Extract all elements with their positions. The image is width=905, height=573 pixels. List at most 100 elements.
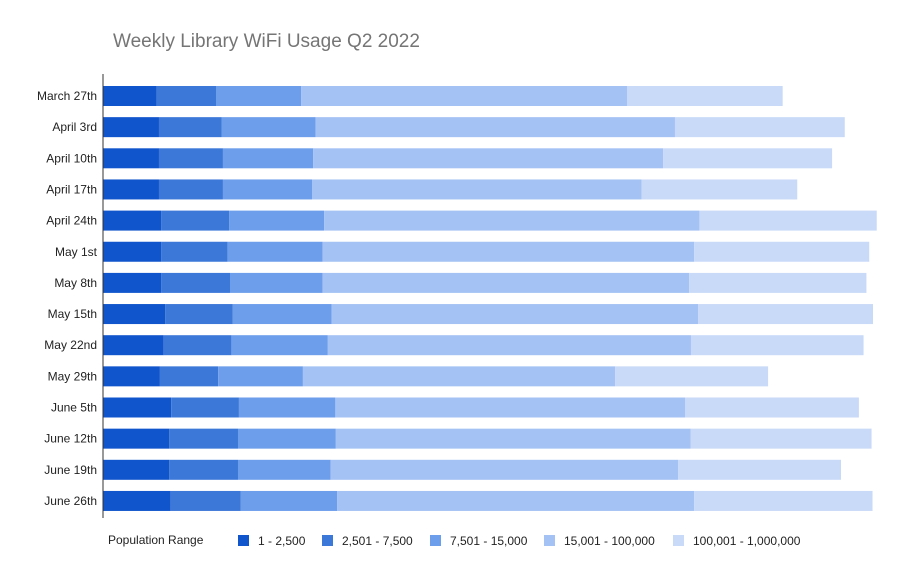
y-tick-label: June 26th: [44, 494, 97, 508]
bar-segment-7-2: [161, 272, 230, 293]
bar-segment-9-4: [327, 335, 691, 356]
bar-segment-12-2: [169, 428, 238, 449]
bar-segment-3-4: [313, 148, 664, 169]
bar-segment-6-4: [322, 241, 695, 262]
bar-segment-11-1: [103, 397, 172, 418]
legend-swatch-1: [238, 535, 249, 546]
bar-segment-6-3: [227, 241, 323, 262]
bar-segment-2-1: [103, 117, 159, 138]
bar-segment-1-3: [216, 86, 302, 106]
y-tick-label: May 22nd: [44, 338, 97, 352]
bar-segment-9-5: [690, 335, 864, 356]
legend-label-4: 15,001 - 100,000: [564, 534, 655, 548]
bar-segment-14-5: [694, 490, 873, 511]
bar-segment-5-1: [103, 210, 162, 231]
y-tick-label: April 17th: [46, 182, 97, 196]
y-tick-label: June 19th: [44, 463, 97, 477]
y-tick-label: March 27th: [37, 89, 97, 103]
y-tick-label: April 3rd: [52, 120, 97, 134]
bar-segment-14-1: [103, 490, 171, 511]
bar-segment-7-1: [103, 272, 162, 293]
bar-segment-4-4: [312, 179, 642, 200]
bar-segment-6-1: [103, 241, 162, 262]
y-tick-label: May 8th: [54, 276, 97, 290]
bar-segment-10-3: [218, 366, 303, 387]
y-tick-label: June 5th: [51, 401, 97, 415]
bar-segment-13-4: [330, 459, 679, 480]
bar-segment-13-2: [169, 459, 238, 480]
bar-segment-1-5: [626, 86, 783, 106]
bar-segment-10-5: [615, 366, 769, 387]
bar-segment-10-1: [103, 366, 160, 387]
bar-segment-3-2: [158, 148, 223, 169]
legend-swatch-2: [322, 535, 333, 546]
bar-segment-5-2: [161, 210, 230, 231]
bar-segment-5-5: [699, 210, 877, 231]
bar-segment-3-1: [103, 148, 159, 169]
bar-segment-8-5: [698, 304, 873, 325]
bar-segment-8-4: [331, 304, 699, 325]
legend-swatch-5: [673, 535, 684, 546]
bar-segment-12-3: [238, 428, 336, 449]
bar-segment-14-3: [240, 490, 338, 511]
legend-label-1: 1 - 2,500: [258, 534, 306, 548]
bar-segment-5-4: [324, 210, 700, 231]
bar-segment-2-2: [158, 117, 222, 138]
bar-segment-14-2: [170, 490, 241, 511]
bar-segment-4-5: [641, 179, 798, 200]
legend-title: Population Range: [108, 533, 204, 547]
legend-swatch-4: [544, 535, 555, 546]
chart-title: Weekly Library WiFi Usage Q2 2022: [113, 31, 420, 52]
bar-segment-6-2: [161, 241, 228, 262]
legend-swatch-3: [430, 535, 441, 546]
bar-segment-6-5: [694, 241, 870, 262]
bar-segment-7-3: [230, 272, 323, 293]
bar-segment-9-1: [103, 335, 164, 356]
bar-segment-7-5: [689, 272, 867, 293]
y-tick-label: May 15th: [48, 307, 97, 321]
bar-segment-13-5: [678, 459, 842, 480]
bar-segment-11-3: [238, 397, 336, 418]
bars-group: [103, 86, 877, 511]
bar-segment-13-1: [103, 459, 170, 480]
bar-segment-4-1: [103, 179, 159, 200]
bar-segment-5-3: [229, 210, 325, 231]
bar-segment-4-3: [222, 179, 313, 200]
bar-segment-12-4: [335, 428, 691, 449]
bar-segment-2-4: [315, 117, 675, 138]
bar-segment-8-2: [165, 304, 233, 325]
legend: 1 - 2,500 2,501 - 7,500 7,501 - 15,000 15,0…: [238, 534, 801, 548]
bar-segment-11-5: [685, 397, 859, 418]
bar-segment-8-1: [103, 304, 166, 325]
bar-segment-12-1: [103, 428, 170, 449]
bar-segment-7-4: [322, 272, 690, 293]
legend-label-2: 2,501 - 7,500: [342, 534, 413, 548]
y-tick-label: April 24th: [46, 214, 97, 228]
y-tick-label: April 10th: [46, 151, 97, 165]
bar-segment-10-4: [302, 366, 616, 387]
y-tick-label: May 29th: [48, 369, 97, 383]
bar-segment-2-3: [221, 117, 316, 138]
bar-segment-2-5: [674, 117, 845, 138]
bar-segment-10-2: [159, 366, 219, 387]
bar-segment-9-3: [231, 335, 328, 356]
bar-segment-1-4: [301, 86, 627, 106]
y-tick-label: May 1st: [55, 245, 98, 259]
bar-segment-1-1: [103, 86, 157, 106]
legend-label-3: 7,501 - 15,000: [450, 534, 528, 548]
bar-segment-13-3: [238, 459, 331, 480]
bar-segment-9-2: [163, 335, 232, 356]
bar-segment-11-2: [171, 397, 239, 418]
bar-segment-8-3: [232, 304, 332, 325]
y-tick-labels: March 27th April 3rd April 10th April 17th A…: [37, 89, 98, 508]
bar-segment-3-3: [222, 148, 314, 169]
bar-segment-1-2: [156, 86, 217, 106]
bar-segment-3-5: [663, 148, 833, 169]
bar-segment-4-2: [158, 179, 223, 200]
y-tick-label: June 12th: [44, 432, 97, 446]
bar-segment-11-4: [335, 397, 686, 418]
bar-segment-12-5: [690, 428, 872, 449]
bar-segment-14-4: [337, 490, 695, 511]
